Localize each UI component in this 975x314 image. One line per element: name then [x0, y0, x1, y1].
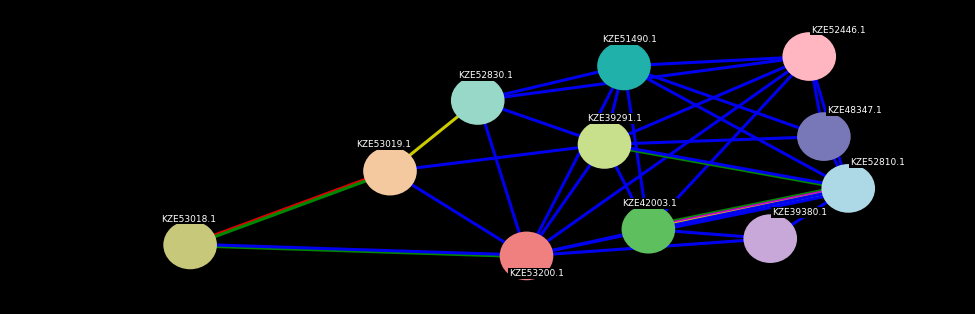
Ellipse shape	[450, 76, 505, 125]
Text: KZE51490.1: KZE51490.1	[603, 35, 657, 44]
Text: KZE53018.1: KZE53018.1	[161, 214, 215, 224]
Text: KZE42003.1: KZE42003.1	[622, 199, 677, 208]
Text: KZE53200.1: KZE53200.1	[509, 269, 564, 278]
Text: KZE53019.1: KZE53019.1	[356, 140, 410, 149]
Text: KZE39380.1: KZE39380.1	[772, 208, 827, 217]
Ellipse shape	[782, 32, 837, 81]
Text: KZE52810.1: KZE52810.1	[850, 158, 905, 167]
Ellipse shape	[499, 231, 554, 280]
Text: KZE52830.1: KZE52830.1	[458, 71, 513, 80]
Ellipse shape	[622, 205, 675, 254]
Text: KZE39291.1: KZE39291.1	[587, 114, 642, 123]
Ellipse shape	[743, 214, 798, 263]
Text: KZE52446.1: KZE52446.1	[811, 25, 866, 35]
Ellipse shape	[577, 120, 632, 169]
Ellipse shape	[821, 164, 876, 213]
Ellipse shape	[363, 147, 417, 195]
Ellipse shape	[164, 220, 216, 269]
Ellipse shape	[597, 42, 651, 90]
Text: KZE48347.1: KZE48347.1	[827, 106, 881, 115]
Ellipse shape	[798, 112, 850, 161]
